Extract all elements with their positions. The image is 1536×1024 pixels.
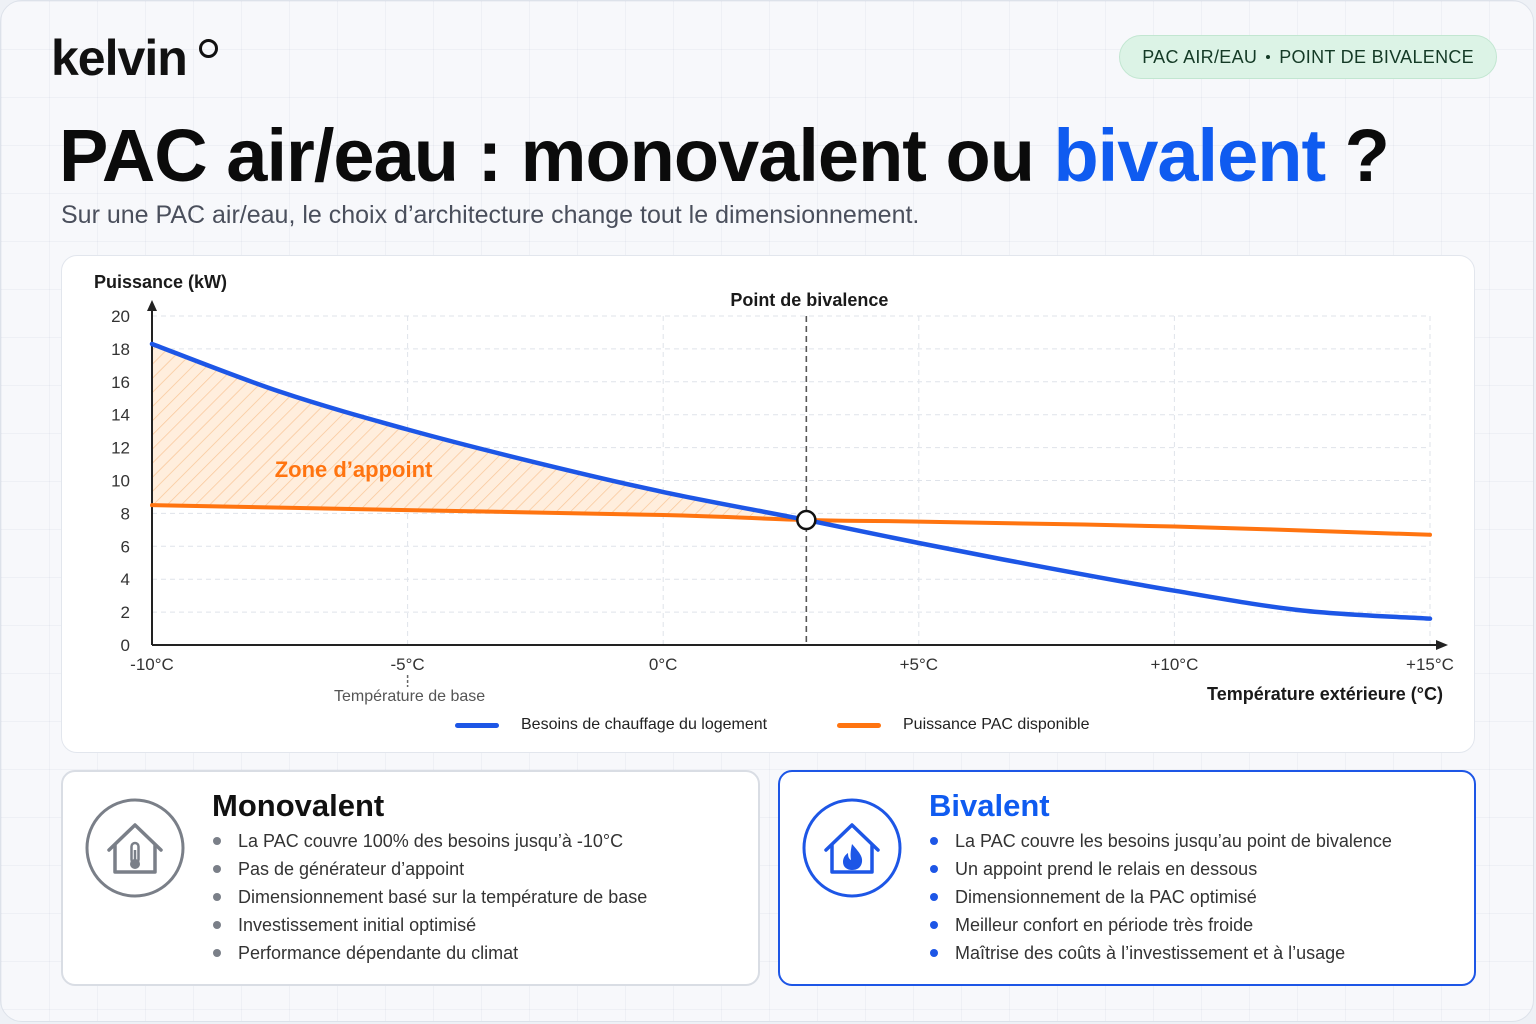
badge-separator-dot bbox=[1266, 55, 1271, 59]
logo-degree-symbol bbox=[199, 39, 218, 58]
y-axis-arrow bbox=[147, 300, 157, 311]
bivalent-title: Bivalent bbox=[929, 788, 1050, 823]
bivalence-point bbox=[796, 509, 817, 531]
chart-legend: Besoins de chauffage du logement Puissan… bbox=[62, 716, 1476, 746]
monovalent-list: La PAC couvre 100% des besoins jusqu’à -… bbox=[212, 830, 647, 970]
kelvin-logo: kelvin bbox=[51, 30, 188, 86]
y-tick-label: 2 bbox=[121, 603, 130, 622]
x-tick-label: +10°C bbox=[1150, 655, 1198, 674]
list-item: Maîtrise des coûts à l’investissement et… bbox=[929, 942, 1392, 970]
monovalent-card: Monovalent La PAC couvre 100% des besoin… bbox=[61, 770, 760, 986]
legend-swatch-pac bbox=[837, 722, 881, 728]
list-item: Performance dépendante du climat bbox=[212, 942, 647, 970]
legend-label-demand: Besoins de chauffage du logement bbox=[521, 716, 768, 733]
title-main: PAC air/eau : monovalent ou bbox=[59, 114, 1054, 197]
list-item: Un appoint prend le relais en dessous bbox=[929, 858, 1392, 886]
list-item: La PAC couvre 100% des besoins jusqu’à -… bbox=[212, 830, 647, 858]
list-item: La PAC couvre les besoins jusqu’au point… bbox=[929, 830, 1392, 858]
series-line-pac bbox=[150, 503, 1432, 537]
topic-badge: PAC AIR/EAU POINT DE BIVALENCE bbox=[1119, 35, 1497, 79]
list-item: Dimensionnement basé sur la température … bbox=[212, 886, 647, 914]
y-tick-label: 16 bbox=[111, 373, 130, 392]
y-tick-label: 8 bbox=[121, 504, 130, 523]
y-tick-label: 10 bbox=[111, 472, 130, 491]
x-axis-arrow bbox=[1436, 640, 1448, 650]
y-tick-label: 12 bbox=[111, 439, 130, 458]
y-tick-label: 6 bbox=[121, 537, 130, 556]
monovalent-title: Monovalent bbox=[212, 788, 385, 823]
title-end: ? bbox=[1325, 114, 1390, 197]
badge-label-right: POINT DE BIVALENCE bbox=[1279, 46, 1474, 67]
bivalence-label: Point de bivalence bbox=[730, 290, 888, 310]
backup-zone-area bbox=[152, 343, 807, 520]
x-tick-label: -5°C bbox=[390, 655, 424, 674]
bivalence-chart: 0 2 4 6 8 10 12 14 16 18 20 -10°C -5°C 0°C +5°C +10°C +1… bbox=[94, 272, 1454, 705]
legend-item-pac: Puissance PAC disponible bbox=[837, 716, 1089, 734]
x-axis-label: Température extérieure (°C) bbox=[1207, 684, 1443, 704]
list-item: Dimensionnement de la PAC optimisé bbox=[929, 886, 1392, 914]
bivalent-card: Bivalent La PAC couvre les besoins jusqu… bbox=[778, 770, 1476, 986]
legend-item-demand: Besoins de chauffage du logement bbox=[455, 716, 767, 734]
y-tick-label: 0 bbox=[121, 636, 130, 655]
zone-label: Zone d’appoint bbox=[275, 457, 433, 482]
title-accent: bivalent bbox=[1053, 114, 1326, 197]
bivalent-list: La PAC couvre les besoins jusqu’au point… bbox=[929, 830, 1392, 970]
y-tick-label: 20 bbox=[111, 307, 130, 326]
x-tick-label: +5°C bbox=[900, 655, 938, 674]
x-tick-label: +15°C bbox=[1406, 655, 1454, 674]
page-title: PAC air/eau : monovalent ou bivalent ? bbox=[59, 113, 1390, 198]
x-tick-label: 0°C bbox=[649, 655, 678, 674]
y-axis-label: Puissance (kW) bbox=[94, 272, 227, 292]
chart-card: 0 2 4 6 8 10 12 14 16 18 20 -10°C -5°C 0°C +5°C +10°C +1… bbox=[61, 255, 1475, 753]
y-tick-label: 4 bbox=[121, 570, 130, 589]
house-flame-icon bbox=[802, 798, 902, 898]
list-item: Meilleur confort en période très froide bbox=[929, 914, 1392, 942]
badge-label-left: PAC AIR/EAU bbox=[1142, 46, 1258, 67]
legend-label-pac: Puissance PAC disponible bbox=[903, 716, 1090, 733]
base-temp-label: Température de base bbox=[334, 688, 485, 705]
house-thermometer-icon bbox=[85, 798, 185, 898]
list-item: Investissement initial optimisé bbox=[212, 914, 647, 942]
y-tick-label: 14 bbox=[111, 406, 130, 425]
x-tick-label: -10°C bbox=[130, 655, 174, 674]
list-item: Pas de générateur d’appoint bbox=[212, 858, 647, 886]
page-subtitle: Sur une PAC air/eau, le choix d’architec… bbox=[61, 201, 920, 229]
y-tick-label: 18 bbox=[111, 340, 130, 359]
legend-swatch-demand bbox=[455, 722, 499, 728]
